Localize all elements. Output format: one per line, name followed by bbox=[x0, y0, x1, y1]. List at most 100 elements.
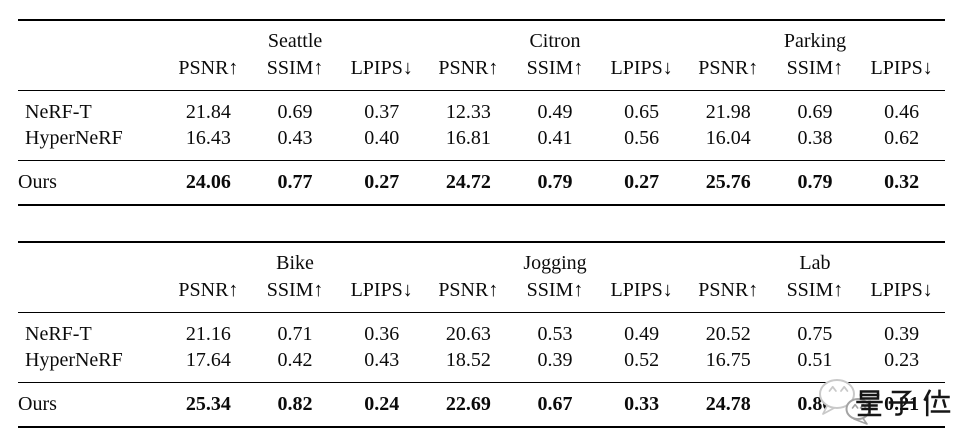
metric-value: 0.40 bbox=[338, 125, 426, 161]
metric-value: 22.69 bbox=[445, 393, 491, 415]
metric-value: 0.65 bbox=[624, 101, 660, 123]
metric-header: LPIPS↓ bbox=[858, 276, 945, 313]
metric-value: 0.53 bbox=[537, 323, 573, 345]
scene-group-header-row: Seattle Citron Parking bbox=[18, 20, 945, 54]
scene-header: Parking bbox=[783, 30, 847, 52]
metric-value: 12.33 bbox=[445, 101, 491, 123]
metric-value: 0.42 bbox=[251, 347, 339, 383]
metric-header: PSNR↑ bbox=[165, 54, 252, 91]
metric-value: 24.06 bbox=[185, 171, 231, 193]
metric-header-row: PSNR↑ SSIM↑ LPIPS↓ PSNR↑ SSIM↑ LPIPS↓ PS… bbox=[18, 276, 945, 313]
metric-value: 0.24 bbox=[364, 393, 400, 415]
metric-value: 0.69 bbox=[277, 101, 313, 123]
method-name: HyperNeRF bbox=[18, 125, 166, 161]
metric-value: 0.27 bbox=[624, 171, 660, 193]
metric-header: SSIM↑ bbox=[771, 276, 859, 313]
metric-header: LPIPS↓ bbox=[598, 276, 685, 313]
metric-value: 0.33 bbox=[624, 393, 660, 415]
metric-header: PSNR↑ bbox=[165, 276, 252, 313]
scene-header: Citron bbox=[529, 30, 581, 52]
scene-header: Jogging bbox=[523, 252, 587, 274]
metric-value: 21.16 bbox=[185, 323, 231, 345]
metric-value: 16.43 bbox=[165, 125, 252, 161]
scene-header: Seattle bbox=[267, 30, 323, 52]
ours-row: Ours 25.34 0.82 0.24 22.69 0.67 0.33 24.… bbox=[18, 383, 945, 428]
metric-header: SSIM↑ bbox=[771, 54, 859, 91]
metric-value: 0.67 bbox=[537, 393, 573, 415]
metric-value: 0.46 bbox=[884, 101, 920, 123]
metric-value: 0.23 bbox=[858, 347, 945, 383]
metric-value: 0.52 bbox=[598, 347, 685, 383]
metric-header: LPIPS↓ bbox=[598, 54, 685, 91]
metric-value: 0.43 bbox=[338, 347, 426, 383]
qbitai-watermark-text-glyphs bbox=[856, 389, 951, 417]
metric-header: PSNR↑ bbox=[684, 54, 772, 91]
metric-value: 0.32 bbox=[884, 171, 920, 193]
metric-value: 0.27 bbox=[364, 171, 400, 193]
metric-header: LPIPS↓ bbox=[338, 276, 426, 313]
metric-value: 0.37 bbox=[364, 101, 400, 123]
metric-value: 0.39 bbox=[511, 347, 599, 383]
metric-value: 21.84 bbox=[185, 101, 231, 123]
metric-value: 16.81 bbox=[425, 125, 512, 161]
metric-value: 0.69 bbox=[797, 101, 833, 123]
method-name: Ours bbox=[18, 171, 57, 193]
metric-value: 0.77 bbox=[277, 171, 313, 193]
metric-value: 0.49 bbox=[537, 101, 573, 123]
scene-group-header-row: Bike Jogging Lab bbox=[18, 242, 945, 276]
table-row: HyperNeRF 16.43 0.43 0.40 16.81 0.41 0.5… bbox=[18, 125, 945, 161]
table-row: HyperNeRF 17.64 0.42 0.43 18.52 0.39 0.5… bbox=[18, 347, 945, 383]
table-row: NeRF-T 21.84 0.69 0.37 12.33 0.49 0.65 2… bbox=[18, 91, 945, 126]
metric-header: SSIM↑ bbox=[511, 54, 599, 91]
metric-header-row: PSNR↑ SSIM↑ LPIPS↓ PSNR↑ SSIM↑ LPIPS↓ PS… bbox=[18, 54, 945, 91]
metric-value: 0.36 bbox=[364, 323, 400, 345]
metric-header: PSNR↑ bbox=[425, 276, 512, 313]
metric-value: 17.64 bbox=[165, 347, 252, 383]
metric-value: 0.79 bbox=[537, 171, 573, 193]
metric-header: PSNR↑ bbox=[425, 54, 512, 91]
corner-cell bbox=[18, 54, 166, 91]
metric-value: 18.52 bbox=[425, 347, 512, 383]
corner-cell bbox=[18, 276, 166, 313]
qbitai-watermark: 量子位 bbox=[808, 376, 958, 426]
metric-value: 20.63 bbox=[445, 323, 491, 345]
results-table-1: Seattle Citron Parking PSNR↑ SSIM↑ LPIPS… bbox=[18, 19, 945, 206]
metric-header: SSIM↑ bbox=[251, 276, 339, 313]
method-name: HyperNeRF bbox=[18, 347, 166, 383]
results-table-2: Bike Jogging Lab PSNR↑ SSIM↑ LPIPS↓ PSNR… bbox=[18, 241, 945, 428]
metric-value: 24.72 bbox=[445, 171, 491, 193]
metric-value: 16.75 bbox=[684, 347, 772, 383]
metric-value: 0.62 bbox=[858, 125, 945, 161]
method-name: NeRF-T bbox=[25, 101, 92, 123]
metric-header: SSIM↑ bbox=[511, 276, 599, 313]
metric-value: 0.51 bbox=[771, 347, 859, 383]
metric-value: 25.34 bbox=[185, 393, 231, 415]
metric-value: 0.41 bbox=[511, 125, 599, 161]
method-name: Ours bbox=[18, 393, 57, 415]
metric-value: 0.79 bbox=[797, 171, 833, 193]
metric-header: LPIPS↓ bbox=[338, 54, 426, 91]
scene-header: Lab bbox=[799, 252, 831, 274]
metric-value: 20.52 bbox=[705, 323, 751, 345]
metric-value: 0.38 bbox=[771, 125, 859, 161]
metric-value: 16.04 bbox=[684, 125, 772, 161]
metric-value: 0.82 bbox=[277, 393, 313, 415]
corner-cell bbox=[18, 20, 165, 54]
metric-value: 21.98 bbox=[705, 101, 751, 123]
scene-header: Bike bbox=[276, 252, 314, 274]
metric-value: 0.43 bbox=[251, 125, 339, 161]
ours-row: Ours 24.06 0.77 0.27 24.72 0.79 0.27 25.… bbox=[18, 161, 945, 206]
metric-value: 0.71 bbox=[277, 323, 313, 345]
metric-header: SSIM↑ bbox=[251, 54, 339, 91]
metric-header: LPIPS↓ bbox=[858, 54, 945, 91]
method-name: NeRF-T bbox=[25, 323, 92, 345]
metric-value: 0.75 bbox=[797, 323, 833, 345]
metric-value: 24.78 bbox=[705, 393, 751, 415]
corner-cell bbox=[18, 242, 165, 276]
metric-value: 25.76 bbox=[705, 171, 751, 193]
table-row: NeRF-T 21.16 0.71 0.36 20.63 0.53 0.49 2… bbox=[18, 313, 945, 348]
metric-value: 0.49 bbox=[624, 323, 660, 345]
metric-value: 0.56 bbox=[598, 125, 685, 161]
metric-value: 0.39 bbox=[884, 323, 920, 345]
